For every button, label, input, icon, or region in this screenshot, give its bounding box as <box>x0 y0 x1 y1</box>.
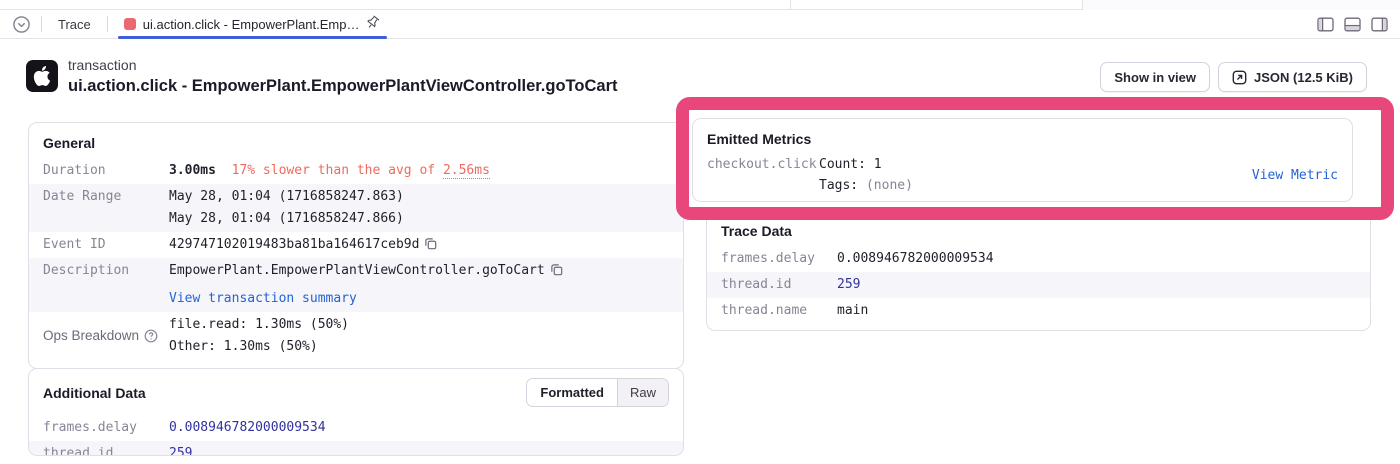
dock-left-icon[interactable] <box>1317 17 1334 32</box>
table-row: frames.delay 0.008946782000009534 <box>707 246 1370 272</box>
duration-comparison: 17% slower than the avg of <box>231 163 443 178</box>
date-range-row: Date Range May 28, 01:04 (1716858247.863… <box>29 184 683 232</box>
metric-count: Count: 1 <box>819 157 882 172</box>
toggle-formatted[interactable]: Formatted <box>527 379 617 406</box>
description-text-line: EmpowerPlant.EmpowerPlantViewController.… <box>169 260 669 282</box>
description-key: Description <box>43 263 130 278</box>
date-range-key: Date Range <box>43 189 122 204</box>
ops-breakdown-row: Ops Breakdown file.read: 1.30ms (50%) Ot… <box>29 312 683 360</box>
row-key: thread.id <box>721 277 792 292</box>
show-in-view-label: Show in view <box>1114 69 1197 85</box>
event-id-text: 429747102019483ba81ba164617ceb9d <box>169 237 420 252</box>
divider <box>106 16 108 32</box>
event-id-row: Event ID 429747102019483ba81ba164617ceb9… <box>29 232 683 258</box>
apple-platform-icon <box>26 60 58 92</box>
ops-breakdown-line2: Other: 1.30ms (50%) <box>169 339 318 354</box>
additional-data-section: Additional Data Formatted Raw frames.del… <box>28 368 684 456</box>
transaction-color-icon <box>123 18 136 30</box>
page-title: ui.action.click - EmpowerPlant.EmpowerPl… <box>68 77 618 95</box>
dock-bottom-icon[interactable] <box>1344 17 1361 32</box>
date-range-start: May 28, 01:04 (1716858247.863) <box>169 189 404 204</box>
open-external-icon <box>1232 70 1247 85</box>
row-key: thread.id <box>43 446 114 456</box>
description-text: EmpowerPlant.EmpowerPlantViewController.… <box>169 263 545 278</box>
pin-icon[interactable] <box>366 15 381 31</box>
table-row: frames.delay 0.008946782000009534 <box>29 415 683 441</box>
dock-controls <box>1317 17 1388 32</box>
background-table-cell <box>1082 0 1400 10</box>
json-button[interactable]: JSON (12.5 KiB) <box>1218 62 1367 92</box>
copy-icon[interactable] <box>550 263 563 276</box>
show-in-view-button[interactable]: Show in view <box>1100 62 1211 92</box>
emitted-metric-row: checkout.click Count: 1 Tags: (none) Vie… <box>693 154 1352 196</box>
toggle-raw[interactable]: Raw <box>616 379 668 406</box>
tab-trace-label: Trace <box>58 16 91 32</box>
general-section: General Duration 3.00ms 17% slower than … <box>28 122 684 369</box>
row-value: 259 <box>169 446 193 456</box>
view-transaction-summary-link[interactable]: View transaction summary <box>169 291 357 306</box>
tab-transaction-label: ui.action.click - EmpowerPlant.Emp… <box>142 16 360 32</box>
trace-data-title: Trace Data <box>721 223 792 239</box>
background-column-divider <box>790 0 791 10</box>
row-key: frames.delay <box>721 251 815 266</box>
divider <box>41 16 42 32</box>
date-range-end: May 28, 01:04 (1716858247.866) <box>169 211 404 226</box>
duration-value: 3.00ms 17% slower than the avg of 2.56ms <box>169 160 669 182</box>
trace-data-section: Trace Data frames.delay 0.00894678200000… <box>706 210 1371 331</box>
view-metric-link[interactable]: View Metric <box>1251 167 1338 183</box>
duration-avg[interactable]: 2.56ms <box>442 163 490 179</box>
json-button-label: JSON (12.5 KiB) <box>1254 69 1353 85</box>
metric-tags: Tags: (none) <box>819 175 913 196</box>
event-id-key: Event ID <box>43 237 106 252</box>
duration-row: Duration 3.00ms 17% slower than the avg … <box>29 158 683 184</box>
duration-key: Duration <box>43 163 106 178</box>
event-id-value: 429747102019483ba81ba164617ceb9d <box>169 234 669 256</box>
dock-right-icon[interactable] <box>1371 17 1388 32</box>
row-key: thread.name <box>721 303 808 318</box>
row-key: frames.delay <box>43 420 137 435</box>
metric-tags-label: Tags: <box>819 178 866 193</box>
date-range-value: May 28, 01:04 (1716858247.863) May 28, 0… <box>169 186 669 230</box>
table-row: thread.id 259 <box>707 272 1370 298</box>
metric-details: Count: 1 Tags: (none) <box>819 154 913 196</box>
tab-trace[interactable]: Trace <box>52 10 97 38</box>
row-value: 259 <box>837 277 861 292</box>
table-row: thread.name main <box>707 298 1370 324</box>
collapse-drawer-icon[interactable] <box>12 15 31 34</box>
copy-icon[interactable] <box>424 237 437 250</box>
emitted-metrics-title: Emitted Metrics <box>707 131 812 147</box>
ops-breakdown-key: Ops Breakdown <box>43 314 169 358</box>
row-value: 0.008946782000009534 <box>837 251 994 266</box>
metric-tags-value: (none) <box>865 178 913 193</box>
general-title: General <box>43 135 96 151</box>
description-value: EmpowerPlant.EmpowerPlantViewController.… <box>169 260 669 310</box>
ops-breakdown-line1: file.read: 1.30ms (50%) <box>169 317 350 332</box>
event-type-label: transaction <box>68 57 137 73</box>
header-actions: Show in view JSON (12.5 KiB) <box>1100 62 1367 92</box>
additional-data-title: Additional Data <box>43 384 146 401</box>
drawer-tab-bar: Trace ui.action.click - EmpowerPlant.Emp… <box>0 10 1400 39</box>
tab-transaction-active[interactable]: ui.action.click - EmpowerPlant.Emp… <box>117 10 387 39</box>
ops-breakdown-label: Ops Breakdown <box>43 328 140 343</box>
duration-ms: 3.00ms <box>169 163 216 178</box>
emitted-metrics-section: Emitted Metrics checkout.click Count: 1 … <box>692 118 1353 202</box>
row-value: main <box>837 303 869 318</box>
description-row: Description EmpowerPlant.EmpowerPlantVie… <box>29 258 683 312</box>
background-table-edge <box>0 0 1400 10</box>
additional-data-header: Additional Data Formatted Raw <box>43 378 669 407</box>
table-row: thread.id 259 <box>29 441 683 456</box>
row-value: 0.008946782000009534 <box>169 420 326 435</box>
format-toggle: Formatted Raw <box>526 378 669 407</box>
help-icon[interactable] <box>144 329 158 343</box>
ops-breakdown-value: file.read: 1.30ms (50%) Other: 1.30ms (5… <box>169 314 669 358</box>
metric-name: checkout.click <box>707 157 817 172</box>
background-column-divider <box>1082 0 1083 10</box>
